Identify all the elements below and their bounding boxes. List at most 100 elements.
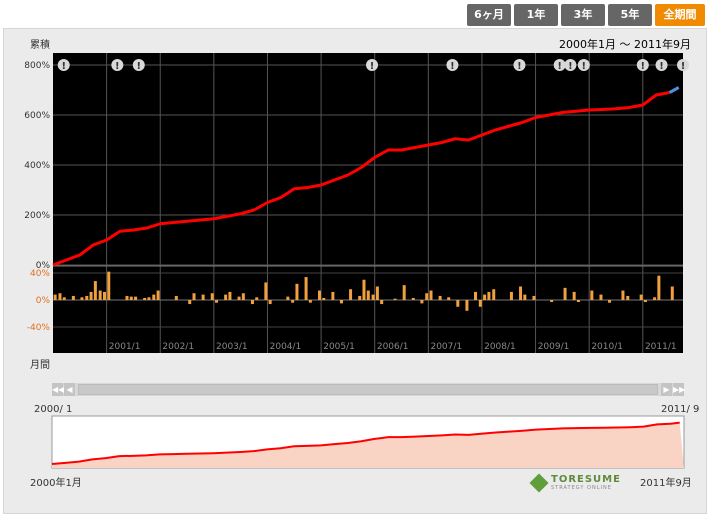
monthly-bar <box>174 295 178 300</box>
scroll-right-icon[interactable]: ▶ <box>661 383 672 396</box>
main-chart: 2001/1 2002/1 2003/1 2004/1 2005/1 2006/1 2007… <box>24 53 689 353</box>
navigator-line <box>51 421 680 465</box>
x-tick-label: 2002/1 <box>162 342 194 352</box>
event-marker-text: ! <box>137 61 142 72</box>
monthly-bar <box>268 300 272 305</box>
navigator-start-bottom: 2000年1月 <box>30 478 82 489</box>
monthly-bar <box>371 294 375 300</box>
monthly-bar <box>420 300 424 304</box>
monthly-bar <box>339 300 343 304</box>
monthly-bar <box>308 300 312 303</box>
monthly-bar <box>487 291 491 300</box>
event-marker-text: ! <box>370 61 375 72</box>
monthly-bar <box>89 291 93 300</box>
monthly-bar <box>402 285 406 300</box>
monthly-bar <box>93 281 97 300</box>
monthly-bar <box>411 297 415 300</box>
x-tick-label: 2008/1 <box>484 342 516 352</box>
cumulative-label: 累積 <box>30 40 50 51</box>
monthly-bar <box>317 290 321 300</box>
navigator-end-bottom: 2011年9月 <box>640 478 692 489</box>
monthly-bar <box>478 300 482 307</box>
monthly-y-tick-label: -40% <box>27 323 51 333</box>
monthly-bar <box>237 296 241 300</box>
monthly-bar <box>456 300 460 307</box>
event-marker-text: ! <box>641 61 646 72</box>
monthly-bar <box>201 294 205 300</box>
monthly-y-tick-label: 0% <box>36 296 51 306</box>
date-range-label: 2000年1月 〜 2011年9月 <box>559 38 691 51</box>
y-tick-label: 800% <box>24 61 50 71</box>
event-marker-icon <box>111 59 124 71</box>
tab-3-years[interactable]: 3年 <box>561 4 605 26</box>
monthly-bar <box>670 286 674 300</box>
event-marker-text: ! <box>517 61 522 72</box>
monthly-y-tick-label: 40% <box>30 269 50 279</box>
event-marker-icon <box>513 59 526 71</box>
monthly-bar <box>304 277 308 300</box>
x-tick-label: 2001/1 <box>109 342 141 352</box>
event-marker-icon <box>132 59 145 71</box>
monthly-bar <box>519 286 523 300</box>
monthly-bar <box>608 300 612 303</box>
monthly-bar <box>107 271 111 300</box>
monthly-bar <box>483 294 487 300</box>
monthly-bar <box>286 296 290 300</box>
monthly-bar <box>358 295 362 300</box>
logo-sub: STRATEGY ONLINE <box>551 485 612 491</box>
event-marker-text: ! <box>450 61 455 72</box>
toresume-logo: TORESUME STRATEGY ONLINE <box>529 473 621 493</box>
y-tick-label: 400% <box>24 161 50 171</box>
tab-all-period[interactable]: 全期間 <box>655 4 705 26</box>
navigator-chart[interactable] <box>0 412 709 472</box>
monthly-bar <box>62 297 66 300</box>
tab-5-years[interactable]: 5年 <box>608 4 652 26</box>
event-marker-icon <box>636 59 649 71</box>
monthly-bar <box>550 300 554 303</box>
monthly-bar <box>653 297 657 300</box>
monthly-bar <box>102 291 106 300</box>
event-marker-icon <box>677 59 689 71</box>
monthly-bar <box>621 290 625 300</box>
logo-name: TORESUME <box>551 474 621 485</box>
tab-6-months[interactable]: 6ヶ月 <box>467 4 511 26</box>
scroll-last-icon[interactable]: ▶▶ <box>673 383 686 396</box>
period-tabs: 6ヶ月 1年 3年 5年 全期間 <box>467 4 705 26</box>
monthly-bar <box>393 298 397 300</box>
monthly-bar <box>331 291 335 300</box>
range-scrollbar[interactable]: ◀◀ ◀ ▶ ▶▶ <box>52 383 686 396</box>
monthly-bar <box>576 300 580 303</box>
event-marker-icon <box>446 59 459 71</box>
scroll-first-icon[interactable]: ◀◀ <box>52 383 65 396</box>
event-marker-text: ! <box>568 61 573 72</box>
monthly-bar <box>85 295 89 300</box>
x-tick-label: 2011/1 <box>645 342 677 352</box>
event-marker-icon <box>553 59 566 71</box>
monthly-bar <box>192 293 196 300</box>
monthly-bar <box>643 300 647 303</box>
monthly-bar <box>264 282 268 300</box>
monthly-bar <box>362 279 366 300</box>
tab-1-year[interactable]: 1年 <box>514 4 558 26</box>
monthly-bar <box>291 300 295 303</box>
monthly-bar <box>188 300 192 305</box>
monthly-bar <box>152 294 156 300</box>
monthly-bar <box>224 294 228 300</box>
monthly-bar <box>143 297 147 300</box>
monthly-bar <box>375 286 379 300</box>
plot-area <box>53 53 683 353</box>
x-tick-label: 2003/1 <box>216 342 248 352</box>
scroll-left-icon[interactable]: ◀ <box>64 383 75 396</box>
monthly-bar <box>429 290 433 300</box>
monthly-label: 月間 <box>30 360 50 371</box>
x-tick-label: 2007/1 <box>430 342 462 352</box>
monthly-bar <box>532 295 536 300</box>
navigator-end-top: 2011/ 9 <box>661 404 700 415</box>
monthly-bar <box>492 289 496 300</box>
scroll-thumb[interactable] <box>78 384 658 395</box>
event-marker-icon <box>577 59 590 71</box>
x-tick-label: 2006/1 <box>377 342 409 352</box>
y-tick-label: 0% <box>36 261 51 271</box>
monthly-bar <box>380 300 384 305</box>
monthly-bar <box>71 295 75 300</box>
